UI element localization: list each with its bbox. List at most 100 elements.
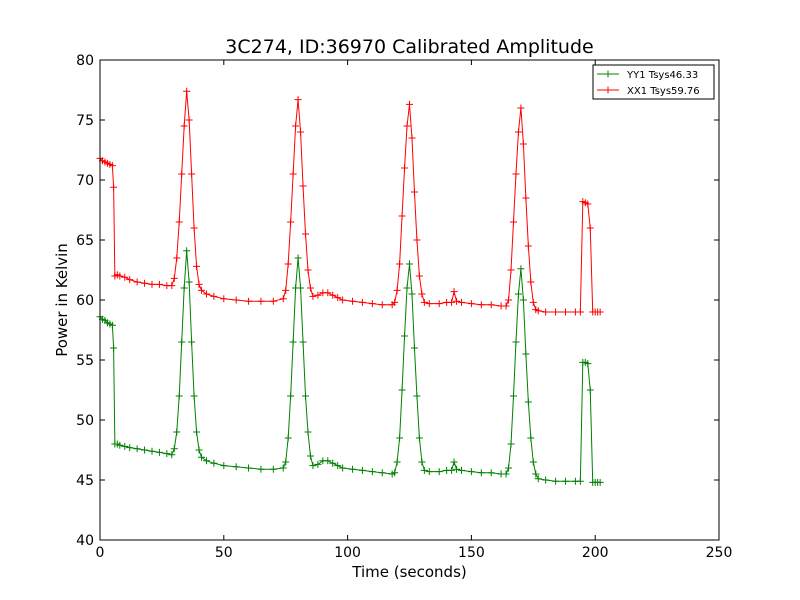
data-point-marker <box>287 218 295 226</box>
series <box>96 247 604 486</box>
data-point-marker <box>108 162 116 170</box>
data-point-marker <box>141 279 149 287</box>
data-point-marker <box>413 236 421 244</box>
data-point-marker <box>408 134 416 142</box>
data-point-marker <box>509 218 517 226</box>
data-point-marker <box>279 464 287 472</box>
data-point-marker <box>522 350 530 358</box>
data-point-marker <box>401 164 409 172</box>
data-point-marker <box>304 428 312 436</box>
legend-marker <box>604 70 612 78</box>
data-point-marker <box>435 468 443 476</box>
x-axis: 0 50 100 150 200 250 <box>96 60 733 561</box>
y-axis-label: Power in Kelvin <box>53 243 71 357</box>
data-point-marker <box>304 266 312 274</box>
data-point-marker <box>175 218 183 226</box>
data-point-marker <box>448 466 456 474</box>
data-point-marker <box>415 434 423 442</box>
data-point-marker <box>453 297 461 305</box>
data-point-marker <box>450 288 458 296</box>
data-point-marker <box>420 298 428 306</box>
legend-label: YY1 Tsys46.33 <box>626 70 698 81</box>
data-point-marker <box>116 272 124 280</box>
data-point-marker <box>121 442 129 450</box>
data-point-marker <box>453 465 461 473</box>
data-point-marker <box>289 338 297 346</box>
data-point-marker <box>576 308 584 316</box>
data-point-marker <box>368 300 376 308</box>
data-point-marker <box>173 254 181 262</box>
x-tick-label: 100 <box>334 545 361 561</box>
data-point-marker <box>514 128 522 136</box>
legend-marker <box>604 86 612 94</box>
data-point-marker <box>163 450 171 458</box>
data-point-marker <box>401 332 409 340</box>
data-point-marker <box>287 392 295 400</box>
data-point-marker <box>391 469 399 477</box>
data-point-marker <box>334 462 342 470</box>
data-point-marker <box>403 122 411 130</box>
data-point-marker <box>415 272 423 280</box>
data-point-marker <box>507 266 515 274</box>
data-point-marker <box>155 448 163 456</box>
x-tick-label: 250 <box>706 545 733 561</box>
data-point-marker <box>297 284 305 292</box>
data-point-marker <box>517 104 525 112</box>
data-point-marker <box>596 308 604 316</box>
data-point-marker <box>420 466 428 474</box>
data-point-marker <box>309 462 317 470</box>
data-point-marker <box>175 392 183 400</box>
data-point-marker <box>532 470 540 478</box>
data-point-marker <box>306 452 314 460</box>
data-point-marker <box>552 308 560 316</box>
data-point-marker <box>403 284 411 292</box>
data-point-marker <box>502 302 510 310</box>
x-axis-label: Time (seconds) <box>351 563 467 581</box>
data-point-marker <box>529 298 537 306</box>
data-point-marker <box>193 262 201 270</box>
plot-background <box>100 60 719 540</box>
data-point-marker <box>190 392 198 400</box>
x-tick-label: 200 <box>582 545 609 561</box>
data-point-marker <box>396 260 404 268</box>
series-line <box>99 90 601 313</box>
data-point-marker <box>524 242 532 250</box>
data-point-marker <box>406 100 413 108</box>
data-point-marker <box>467 300 475 308</box>
y-tick-label: 55 <box>76 353 94 369</box>
data-point-marker <box>418 458 426 466</box>
data-point-marker <box>289 170 297 178</box>
data-point-marker <box>185 278 193 286</box>
data-point-marker <box>418 290 426 298</box>
data-point-marker <box>173 428 181 436</box>
data-point-marker <box>294 96 302 104</box>
data-point-marker <box>519 296 527 304</box>
data-point-marker <box>188 170 196 178</box>
y-tick-label: 80 <box>76 53 94 69</box>
data-point-marker <box>542 476 550 484</box>
data-point-marker <box>110 344 118 352</box>
data-point-marker <box>529 458 537 466</box>
y-tick-label: 45 <box>76 473 94 489</box>
data-point-marker <box>507 440 515 448</box>
data-point-marker <box>190 224 198 232</box>
data-point-marker <box>245 297 253 305</box>
series <box>96 87 604 316</box>
data-point-marker <box>584 200 592 208</box>
x-tick-label: 0 <box>96 545 105 561</box>
data-point-marker <box>502 470 510 478</box>
data-point-marker <box>180 284 188 292</box>
data-point-marker <box>257 297 265 305</box>
data-point-marker <box>292 122 300 130</box>
data-point-marker <box>457 298 465 306</box>
data-point-marker <box>368 468 376 476</box>
data-point-marker <box>576 477 584 485</box>
data-point-marker <box>178 338 186 346</box>
x-tick-label: 150 <box>458 545 485 561</box>
data-point-marker <box>210 292 218 300</box>
data-point-marker <box>220 462 228 470</box>
data-point-marker <box>534 307 542 315</box>
data-point-marker <box>527 434 535 442</box>
data-point-marker <box>586 224 594 232</box>
data-point-marker <box>596 478 604 486</box>
